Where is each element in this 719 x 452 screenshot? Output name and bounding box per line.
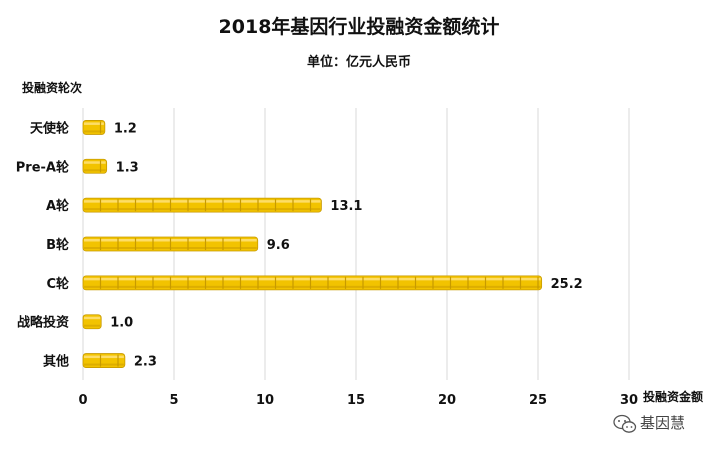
category-label: 天使轮	[30, 120, 69, 136]
data-label: 1.0	[110, 316, 133, 331]
category-label: 其他	[43, 354, 69, 370]
x-tick-label: 20	[438, 393, 456, 408]
category-label: 战略投资	[17, 315, 69, 331]
x-tick-label: 5	[169, 393, 178, 408]
bars	[82, 120, 543, 368]
bar	[82, 353, 126, 368]
grid	[82, 108, 630, 380]
data-label: 13.1	[330, 199, 362, 214]
chart-subtitle: 单位：亿元人民币	[307, 54, 411, 70]
labels: 0 5 10 15 20 25 30 天使轮 1.2 Pre-A轮 1.3 A轮 13.1 B轮 9.6 C轮…	[16, 120, 638, 408]
category-label: Pre-A轮	[16, 159, 69, 175]
category-label: A轮	[46, 198, 69, 214]
data-label: 9.6	[267, 238, 290, 253]
bar	[82, 236, 259, 252]
x-tick-label: 10	[256, 393, 274, 408]
bar	[82, 314, 102, 330]
bar	[82, 120, 106, 135]
x-tick-label: 30	[620, 393, 638, 408]
category-label: B轮	[46, 237, 69, 253]
bar	[82, 275, 543, 291]
watermark: 基因慧	[613, 414, 685, 433]
x-tick-label: 25	[529, 393, 547, 408]
y-axis-title: 投融资轮次	[22, 80, 82, 95]
bar	[82, 197, 322, 213]
data-label: 1.3	[116, 160, 139, 175]
data-label: 2.3	[134, 355, 157, 370]
bar	[82, 158, 108, 174]
data-label: 25.2	[551, 277, 583, 292]
wechat-icon	[613, 414, 637, 433]
x-axis-title: 投融资金额	[643, 389, 703, 404]
x-tick-label: 15	[347, 393, 365, 408]
data-label: 1.2	[114, 121, 137, 136]
x-tick-label: 0	[78, 393, 87, 408]
watermark-text: 基因慧	[640, 414, 685, 432]
category-label: C轮	[46, 276, 69, 292]
chart-title: 2018年基因行业投融资金额统计	[219, 15, 500, 38]
